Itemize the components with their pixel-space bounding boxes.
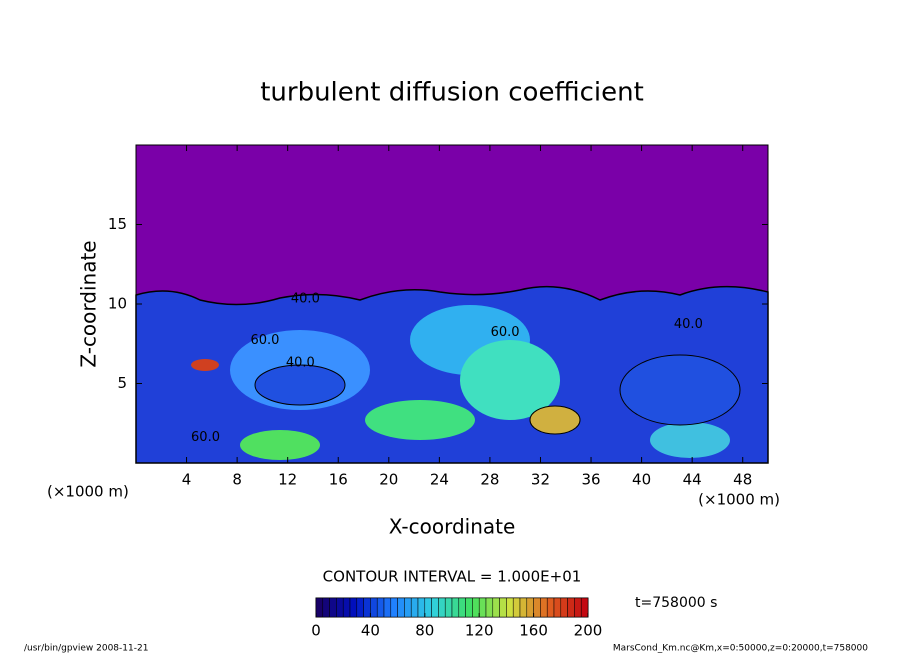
y-tick-label: 15	[108, 215, 127, 233]
y-tick-label: 5	[117, 374, 127, 392]
x-tick-label: 40	[632, 471, 651, 489]
footer: /usr/bin/gpview 2008-11-21	[24, 644, 148, 654]
colorbar-tick-label: 0	[311, 622, 321, 640]
contour-interval: CONTOUR INTERVAL = 1.000E+01	[323, 568, 582, 586]
x-tick-label: 16	[329, 471, 348, 489]
contour-label: 60.0	[250, 333, 279, 348]
colorbar-cell	[342, 597, 351, 618]
x-tick-label: 28	[480, 471, 499, 489]
colorbar-cell	[560, 597, 568, 618]
colorbar-cell	[363, 597, 371, 618]
x-tick-label: 4	[182, 471, 192, 489]
colorbar-cell	[397, 597, 405, 618]
time-label: t=758000 s	[635, 595, 717, 611]
contour-label: 40.0	[291, 292, 320, 307]
colorbar-tick-label: 120	[465, 622, 494, 640]
x-tick-label: 48	[733, 471, 752, 489]
colorbar-cell	[458, 597, 466, 618]
colorbar-cell	[336, 597, 344, 618]
colorbar-cell	[485, 597, 494, 618]
field-blob	[191, 359, 219, 371]
colorbar-cell	[410, 597, 419, 618]
colorbar-cell	[506, 597, 514, 618]
contour-label: 60.0	[191, 430, 220, 445]
colorbar-cell	[390, 597, 398, 618]
contour-label: 40.0	[674, 317, 703, 332]
field-blob	[529, 405, 581, 435]
colorbar-cell	[546, 597, 555, 618]
colorbar-cell	[376, 597, 385, 618]
contour-label: 60.0	[491, 325, 520, 340]
x-tick-label: 44	[683, 471, 702, 489]
colorbar-cell	[512, 597, 521, 618]
field-blob	[240, 430, 320, 460]
colorbar-cell	[478, 597, 487, 618]
colorbar-cell	[349, 597, 358, 618]
field-blob	[365, 400, 475, 440]
colorbar-cell	[492, 597, 500, 618]
colorbar-cell	[329, 597, 337, 618]
colorbar-cell	[499, 597, 507, 618]
contour-label: 40.0	[286, 355, 315, 370]
colorbar-tick-label: 160	[519, 622, 548, 640]
colorbar-cell	[519, 597, 528, 618]
colorbar-cell	[438, 597, 446, 618]
colorbar-cell	[553, 597, 562, 618]
colorbar-cell	[356, 597, 364, 618]
y-tick-label: 10	[108, 295, 127, 313]
colorbar-cell	[567, 597, 575, 618]
colorbar-tick-label: 40	[361, 622, 380, 640]
colorbar-cell	[444, 597, 453, 618]
colorbar-cell	[526, 597, 534, 618]
x-unit: (×1000 m)	[47, 483, 129, 501]
x-tick-label: 12	[278, 471, 297, 489]
x-tick-label: 8	[232, 471, 242, 489]
x-tick-label: 36	[581, 471, 600, 489]
colorbar-cell	[404, 597, 412, 618]
colorbar-cell	[472, 597, 480, 618]
colorbar-cell	[580, 597, 589, 618]
chart-title: turbulent diffusion coefficient	[260, 78, 644, 108]
field-blob	[650, 422, 730, 458]
colorbar-cell	[574, 597, 582, 618]
colorbar-cell	[417, 597, 426, 618]
colorbar-cell	[533, 597, 541, 618]
x-tick-label: 24	[430, 471, 449, 489]
field-blob	[460, 340, 560, 420]
field	[135, 145, 769, 464]
colorbar-cell	[431, 597, 439, 618]
footer: MarsCond_Km.nc@Km,x=0:50000,z=0:20000,t=…	[613, 644, 868, 654]
field-blob	[254, 364, 346, 406]
colorbar-cell	[383, 597, 392, 618]
x-tick-label: 32	[531, 471, 550, 489]
y-axis-label: Z-coordinate	[77, 240, 101, 367]
colorbar-cell	[465, 597, 473, 618]
x-tick-label: 20	[379, 471, 398, 489]
colorbar-cell	[451, 597, 460, 618]
colorbar-tick-label: 200	[574, 622, 603, 640]
x-unit: (×1000 m)	[698, 491, 780, 509]
colorbar-cell	[424, 597, 432, 618]
colorbar-cell	[322, 597, 330, 618]
x-axis-label: X-coordinate	[389, 515, 516, 539]
colorbar-tick-label: 80	[415, 622, 434, 640]
field-blob	[619, 354, 741, 426]
colorbar-cell	[315, 597, 324, 618]
colorbar-cell	[370, 597, 378, 618]
colorbar-cell	[540, 597, 548, 618]
